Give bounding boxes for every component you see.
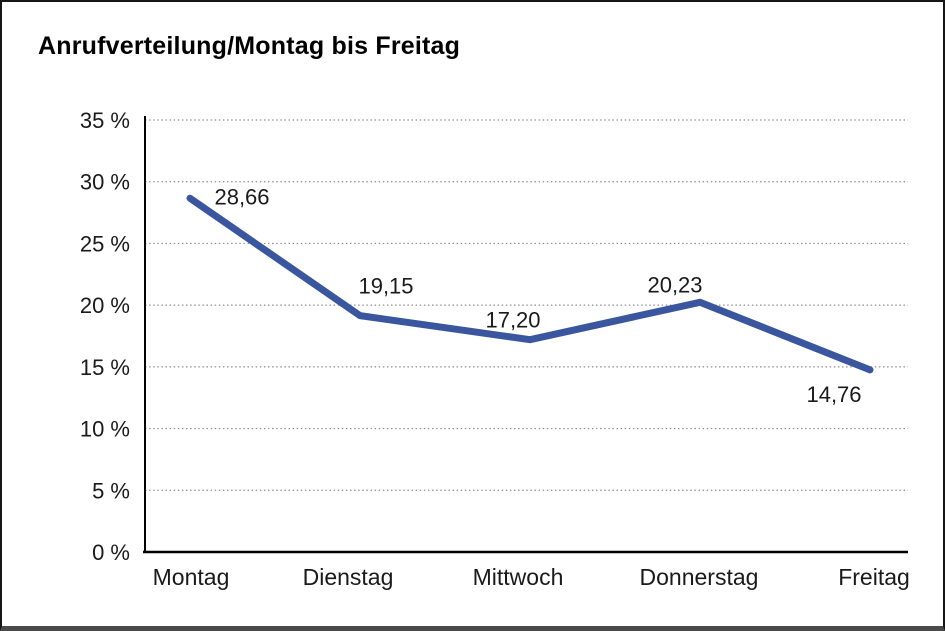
- y-tick-label: 35 %: [80, 108, 130, 133]
- y-tick-label: 0 %: [92, 540, 130, 565]
- data-point-label: 19,15: [358, 274, 413, 299]
- y-tick-label: 25 %: [80, 231, 130, 256]
- x-category-label: Mittwoch: [473, 564, 564, 590]
- data-point-label: 17,20: [485, 308, 540, 333]
- y-tick-label: 15 %: [80, 355, 130, 380]
- x-category-label: Donnerstag: [640, 564, 759, 590]
- x-category-label: Dienstag: [303, 564, 394, 590]
- data-line: [186, 194, 874, 374]
- data-point-label: 20,23: [647, 272, 702, 297]
- x-category-label: Freitag: [838, 564, 910, 590]
- chart-title: Anrufverteilung/Montag bis Freitag: [38, 32, 461, 60]
- y-tick-label: 20 %: [80, 293, 130, 318]
- data-point-label: 14,76: [806, 382, 861, 407]
- y-tick-label: 5 %: [92, 478, 130, 503]
- y-tick-label: 10 %: [80, 417, 130, 442]
- data-point-label: 28,66: [214, 184, 269, 209]
- y-tick-label: 30 %: [80, 170, 130, 195]
- x-category-label: Montag: [153, 564, 230, 590]
